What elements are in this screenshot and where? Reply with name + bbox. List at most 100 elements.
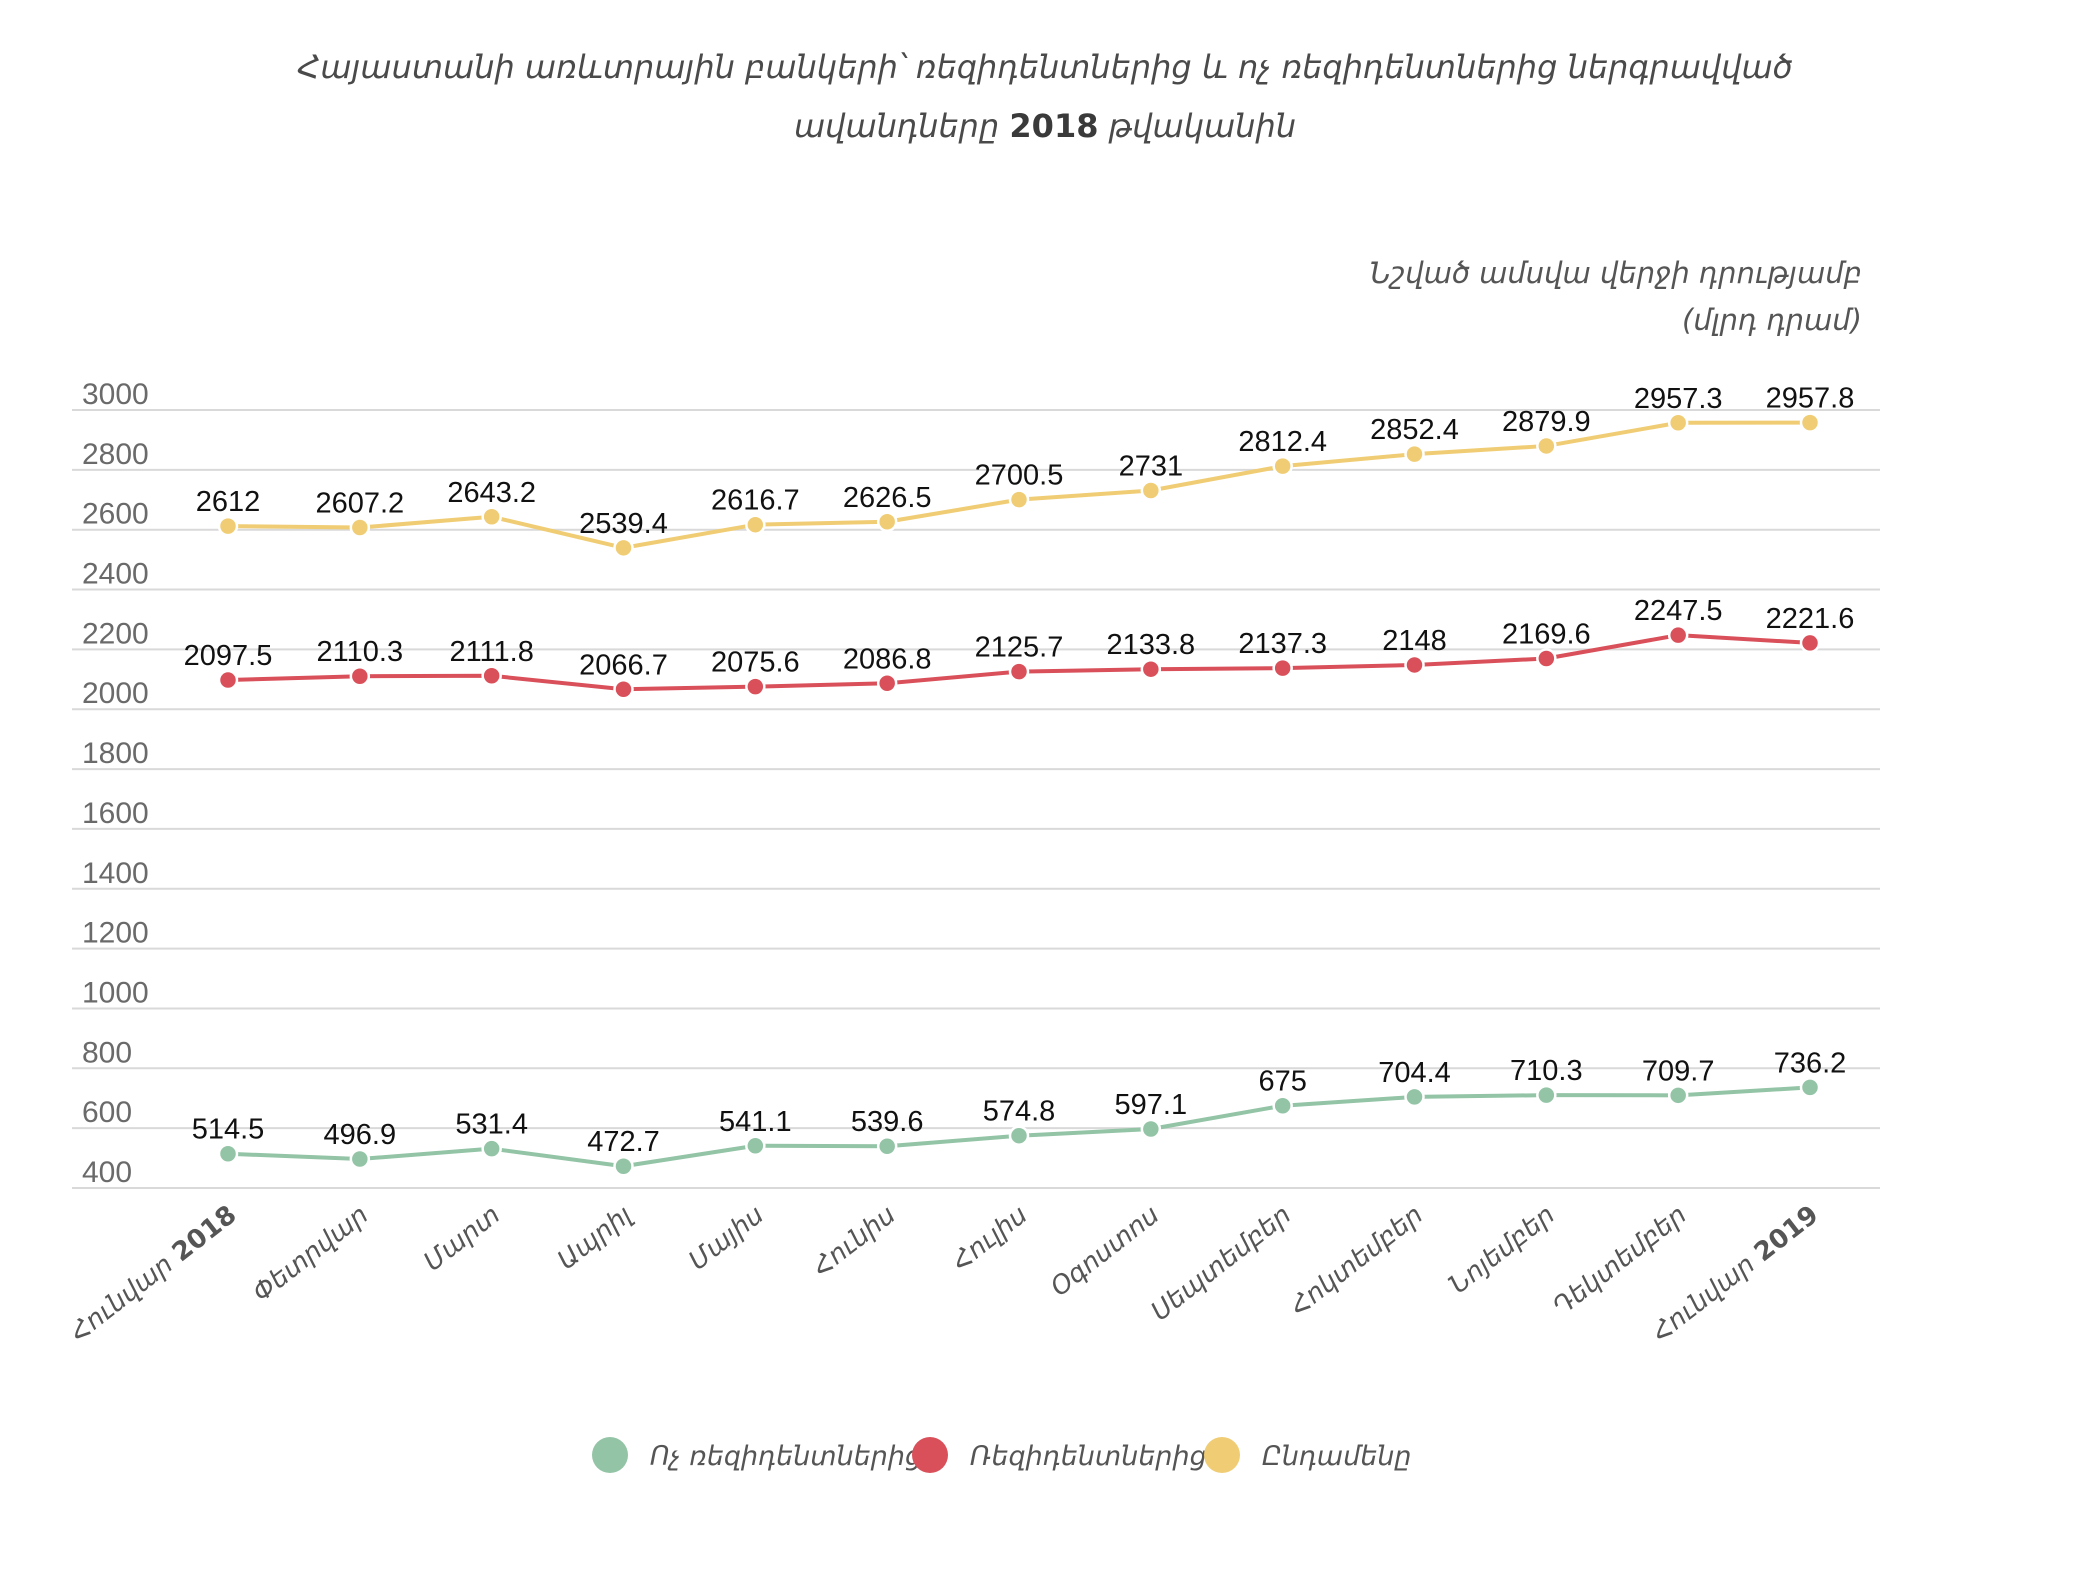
data-point (876, 673, 898, 694)
data-label: 2137.3 (1238, 628, 1327, 660)
data-label: 704.4 (1378, 1057, 1451, 1089)
series-group: 2612 2607.2 2643.2 2539.4 2616.7 2626.5 2700.5… (196, 383, 1854, 559)
data-point (1799, 412, 1821, 433)
data-label: 709.7 (1642, 1055, 1715, 1087)
y-tick-label: 1000 (82, 976, 149, 1009)
data-label: 675 (1258, 1066, 1306, 1098)
data-point (1008, 661, 1030, 682)
chart-title-line1: Հայաստանի առևտրային բանկերի՝ ռեզիդենտներ… (297, 48, 1792, 86)
data-label: 2148 (1382, 625, 1447, 657)
data-point (1404, 1086, 1425, 1108)
y-tick-label: 600 (82, 1096, 132, 1129)
y-tick-label: 2000 (82, 677, 149, 710)
data-point (481, 1138, 502, 1159)
data-label: 2957.3 (1634, 383, 1723, 415)
y-tick-label: 1600 (82, 797, 149, 830)
x-tick-label: Մայիս (683, 1200, 769, 1277)
data-label: 710.3 (1510, 1055, 1583, 1087)
data-label: 2169.6 (1502, 618, 1591, 650)
data-point (1140, 658, 1162, 680)
x-axis: Հունվար 2018 Փետրվար Մարտ Ապրիլ Մայիս Հունիս Հ… (65, 1200, 1824, 1348)
x-tick-label: Նոյեմբեր (1444, 1200, 1561, 1301)
data-label: 2626.5 (843, 482, 932, 514)
data-point (217, 1143, 239, 1164)
data-label: 2066.7 (579, 649, 668, 681)
data-point (613, 537, 634, 559)
data-point (1799, 1077, 1821, 1098)
data-label: 2221.6 (1766, 603, 1855, 635)
legend-item: Ոչ ռեզիդենտներից (592, 1437, 922, 1473)
x-tick-label: Մարտ (418, 1200, 506, 1278)
data-label: 539.6 (851, 1106, 924, 1138)
data-point (876, 1135, 898, 1157)
data-point (1140, 480, 1162, 501)
series: 2612 2607.2 2643.2 2539.4 2616.7 2626.5 2700.5… (184, 383, 1855, 1177)
y-tick-label: 3000 (82, 378, 149, 411)
legend-item: Ընդամենը (1204, 1437, 1412, 1473)
data-point (1272, 1095, 1293, 1116)
x-tick-label: Դեկտեմբեր (1548, 1200, 1693, 1322)
x-tick-label: Հուլիս (947, 1200, 1034, 1277)
x-tick-label: Հունիս (807, 1200, 901, 1283)
series-group: 2097.5 2110.3 2111.8 2066.7 2075.6 2086.8 2125… (184, 595, 1855, 700)
data-point (1404, 654, 1425, 676)
data-point (217, 669, 239, 691)
data-point (349, 517, 371, 538)
data-point (481, 506, 502, 528)
x-tick-label: Հունվար 2018 (65, 1200, 242, 1348)
chart-subtitle-line1: Նշված ամսվա վերջի դրությամբ (1370, 256, 1862, 290)
legend: Ոչ ռեզիդենտներից Ռեզիդենտներից Ընդամենը (592, 1437, 1412, 1473)
data-label: 514.5 (192, 1114, 265, 1146)
data-point (349, 665, 371, 687)
data-point (1008, 489, 1030, 510)
data-label: 2110.3 (317, 636, 404, 668)
y-tick-label: 1800 (82, 737, 149, 770)
data-label: 541.1 (719, 1106, 792, 1138)
data-point (1536, 648, 1557, 669)
legend-swatch (1204, 1437, 1240, 1473)
x-tick-label: Սեպտեմբեր (1146, 1200, 1297, 1327)
data-label: 597.1 (1115, 1089, 1188, 1121)
data-label: 2607.2 (315, 488, 404, 520)
data-label: 2125.7 (975, 632, 1064, 664)
chart-subtitle-line2: (մլրդ դրամ) (1682, 303, 1862, 337)
legend-label: Ընդամենը (1262, 1441, 1412, 1472)
data-label: 2097.5 (184, 640, 273, 672)
data-label: 2086.8 (843, 643, 932, 675)
legend-label: Ոչ ռեզիդենտներից (650, 1441, 922, 1472)
data-point (349, 1148, 371, 1170)
data-label: 2075.6 (711, 647, 800, 679)
y-tick-label: 1200 (82, 917, 149, 950)
x-tick-label: Ապրիլ (552, 1200, 638, 1276)
data-label: 2879.9 (1502, 406, 1591, 438)
data-point (876, 511, 898, 533)
data-label: 2539.4 (579, 508, 668, 540)
x-tick-label: Հոկտեմբեր (1285, 1200, 1429, 1322)
data-label: 2812.4 (1238, 426, 1327, 458)
data-point (481, 665, 502, 687)
y-tick-label: 1400 (82, 857, 149, 890)
data-point (1404, 443, 1425, 465)
data-point (613, 1155, 634, 1177)
data-label: 531.4 (455, 1109, 528, 1141)
data-label: 496.9 (324, 1119, 397, 1151)
data-point (745, 1135, 766, 1157)
data-label: 2133.8 (1106, 629, 1195, 661)
data-point (1667, 1085, 1689, 1106)
data-label: 2247.5 (1634, 595, 1723, 627)
data-point (1536, 435, 1557, 457)
legend-label: Ռեզիդենտներից (970, 1441, 1207, 1472)
legend-item: Ռեզիդենտներից (912, 1437, 1207, 1473)
data-label: 2852.4 (1370, 414, 1459, 446)
y-tick-label: 2400 (82, 558, 149, 591)
data-label: 2616.7 (711, 485, 800, 517)
series-group: 514.5 496.9 531.4 472.7 541.1 539.6 574.8 597.1… (192, 1047, 1846, 1177)
y-tick-label: 2600 (82, 498, 149, 531)
chart-title-line2: ավանդները 2018 թվականին (794, 107, 1296, 145)
data-point (1536, 1084, 1557, 1106)
data-point (613, 679, 634, 700)
data-point (745, 514, 766, 535)
y-axis: 3000 2800 2600 2400 2200 2000 1800 1600 1400 1200… (82, 378, 149, 1189)
y-tick-label: 400 (82, 1156, 132, 1189)
